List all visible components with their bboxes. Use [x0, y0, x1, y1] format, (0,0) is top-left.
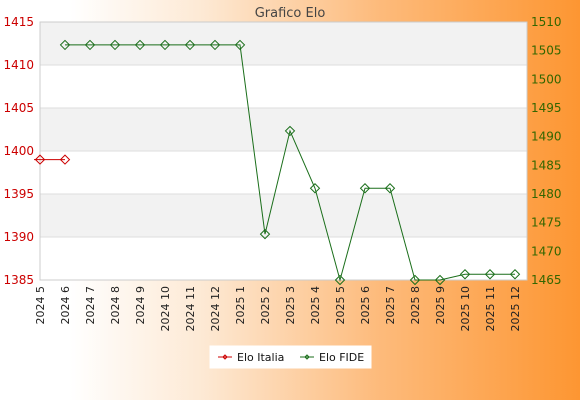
- elo-fide-point: [284, 125, 296, 137]
- legend-marker-elo-fide: [304, 354, 310, 360]
- x-tick-label: 2025 3: [284, 286, 297, 325]
- y-left-tick-label: 1395: [3, 187, 34, 201]
- x-tick-label: 2024 12: [209, 286, 222, 332]
- x-tick-label: 2025 12: [509, 286, 522, 332]
- elo-fide-point: [209, 39, 221, 51]
- x-tick-label: 2024 9: [134, 286, 147, 325]
- y-right-tick-label: 1500: [531, 72, 562, 86]
- grid-band: [40, 194, 527, 237]
- x-tick-label: 2025 10: [459, 286, 472, 332]
- elo-fide-point: [334, 274, 346, 286]
- x-tick-label: 2025 4: [309, 286, 322, 325]
- elo-fide-point: [134, 39, 146, 51]
- y-left-tick-label: 1410: [3, 58, 34, 72]
- elo-italia-point: [59, 154, 71, 165]
- x-tick-label: 2024 11: [184, 286, 197, 332]
- y-right-tick-label: 1510: [531, 15, 562, 29]
- x-tick-label: 2024 7: [84, 286, 97, 325]
- x-tick-label: 2025 8: [409, 286, 422, 325]
- legend: [209, 345, 372, 369]
- y-right-tick-label: 1490: [531, 130, 562, 144]
- legend-label-elo-italia: Elo Italia: [237, 351, 284, 364]
- y-left-tick-label: 1405: [3, 101, 34, 115]
- elo-fide-point: [234, 39, 246, 51]
- elo-fide-point: [484, 269, 496, 280]
- elo-fide-point: [384, 183, 396, 194]
- elo-fide-point: [459, 269, 471, 280]
- legend-label-elo-fide: Elo FIDE: [319, 351, 364, 364]
- y-left-tick-label: 1385: [3, 273, 34, 287]
- plot-border: [39, 21, 528, 281]
- y-left-tick-label: 1390: [3, 230, 34, 244]
- x-tick-label: 2025 5: [334, 286, 347, 325]
- x-tick-label: 2024 5: [34, 286, 47, 325]
- x-tick-label: 2024 6: [59, 286, 72, 325]
- y-right-tick-label: 1505: [531, 44, 562, 58]
- elo-fide-line: [65, 44, 515, 282]
- elo-fide-point: [259, 228, 271, 240]
- x-tick-label: 2025 11: [484, 286, 497, 332]
- x-tick-label: 2025 7: [384, 286, 397, 325]
- elo-fide-point: [159, 39, 171, 51]
- x-tick-label: 2025 2: [259, 286, 272, 325]
- elo-italia-point: [34, 154, 46, 165]
- grid-band: [40, 22, 527, 65]
- y-left-tick-label: 1400: [3, 144, 34, 158]
- elo-fide-point: [509, 269, 521, 280]
- y-right-tick-label: 1485: [531, 158, 562, 172]
- elo-fide-point: [434, 274, 446, 286]
- chart-title: Grafico Elo: [255, 6, 326, 21]
- elo-fide-point: [109, 39, 121, 51]
- grid-band: [40, 108, 527, 151]
- elo-fide-point: [359, 183, 371, 194]
- elo-fide-point: [184, 39, 196, 51]
- x-tick-label: 2024 8: [109, 286, 122, 325]
- x-tick-label: 2025 6: [359, 286, 372, 325]
- y-right-tick-label: 1470: [531, 244, 562, 258]
- elo-fide-point: [309, 183, 321, 194]
- y-right-tick-label: 1475: [531, 216, 562, 230]
- x-tick-label: 2025 1: [234, 286, 247, 325]
- elo-fide-point: [409, 274, 421, 286]
- x-tick-label: 2025 9: [434, 286, 447, 325]
- legend-marker-elo-italia: [222, 354, 228, 360]
- y-right-tick-label: 1495: [531, 101, 562, 115]
- x-tick-label: 2024 10: [159, 286, 172, 332]
- elo-fide-point: [84, 39, 96, 51]
- y-left-tick-label: 1415: [3, 15, 34, 29]
- y-right-tick-label: 1480: [531, 187, 562, 201]
- elo-fide-point: [59, 39, 71, 51]
- y-right-tick-label: 1465: [531, 273, 562, 287]
